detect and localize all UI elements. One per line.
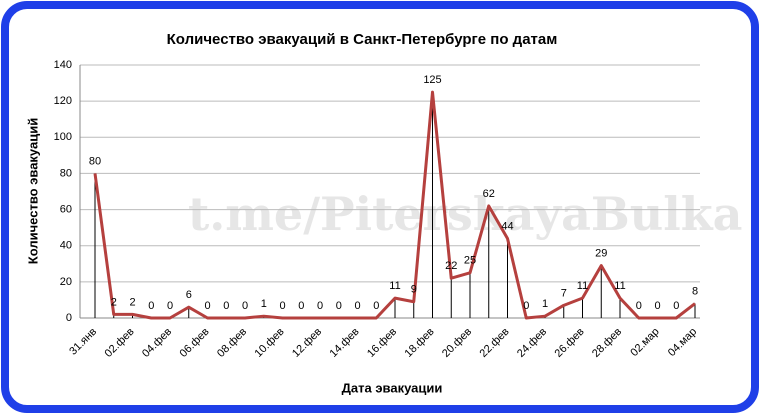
data-label: 0: [317, 300, 323, 312]
data-label: 2: [129, 296, 135, 308]
data-label: 0: [167, 300, 173, 312]
data-label: 44: [501, 220, 513, 232]
y-tick-label: 40: [60, 240, 72, 252]
y-axis-label: Количество эвакуаций: [25, 118, 40, 264]
data-label: 11: [614, 280, 625, 292]
data-label: 1: [542, 298, 548, 310]
data-label: 0: [204, 300, 210, 312]
data-label: 0: [279, 300, 285, 312]
data-label: 9: [411, 284, 417, 296]
chart-title: Количество эвакуаций в Санкт-Петербурге …: [167, 31, 558, 48]
data-label: 0: [298, 300, 304, 312]
data-label: 22: [445, 260, 457, 272]
data-label: 7: [561, 287, 567, 299]
data-label: 0: [223, 300, 229, 312]
data-label: 6: [186, 289, 192, 301]
y-tick-label: 100: [54, 131, 72, 143]
x-axis-label: Дата эвакуации: [342, 380, 443, 395]
data-label: 25: [464, 255, 476, 267]
data-label: 62: [483, 188, 495, 200]
data-label: 0: [654, 300, 660, 312]
watermark: t.me/PiterskayaBulka: [188, 187, 742, 241]
data-label: 0: [242, 300, 248, 312]
data-label: 0: [354, 300, 360, 312]
series-line: [93, 90, 696, 320]
y-tick-label: 0: [66, 312, 72, 324]
data-label: 11: [577, 280, 588, 292]
data-label: 1: [261, 298, 267, 310]
y-tick-label: 20: [60, 276, 72, 288]
data-label: 29: [595, 247, 607, 259]
data-label: 11: [389, 280, 400, 292]
data-label: 80: [89, 155, 101, 167]
data-label: 125: [423, 74, 441, 86]
y-tick-label: 120: [54, 95, 72, 107]
data-label: 0: [636, 300, 642, 312]
data-label: 8: [692, 285, 698, 297]
data-label: 0: [673, 300, 679, 312]
data-label: 0: [336, 300, 342, 312]
y-tick-label: 80: [60, 167, 72, 179]
data-label: 0: [373, 300, 379, 312]
data-label: 0: [523, 300, 529, 312]
y-tick-label: 140: [54, 59, 72, 71]
y-tick-label: 60: [60, 203, 72, 215]
data-label: 2: [111, 296, 117, 308]
data-label: 0: [148, 300, 154, 312]
